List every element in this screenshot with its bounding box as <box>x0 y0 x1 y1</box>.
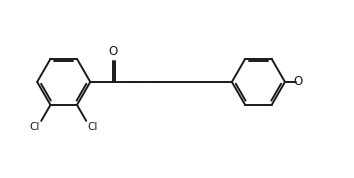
Text: O: O <box>293 75 302 88</box>
Text: Cl: Cl <box>29 122 39 132</box>
Text: O: O <box>109 45 118 58</box>
Text: Cl: Cl <box>88 122 98 132</box>
